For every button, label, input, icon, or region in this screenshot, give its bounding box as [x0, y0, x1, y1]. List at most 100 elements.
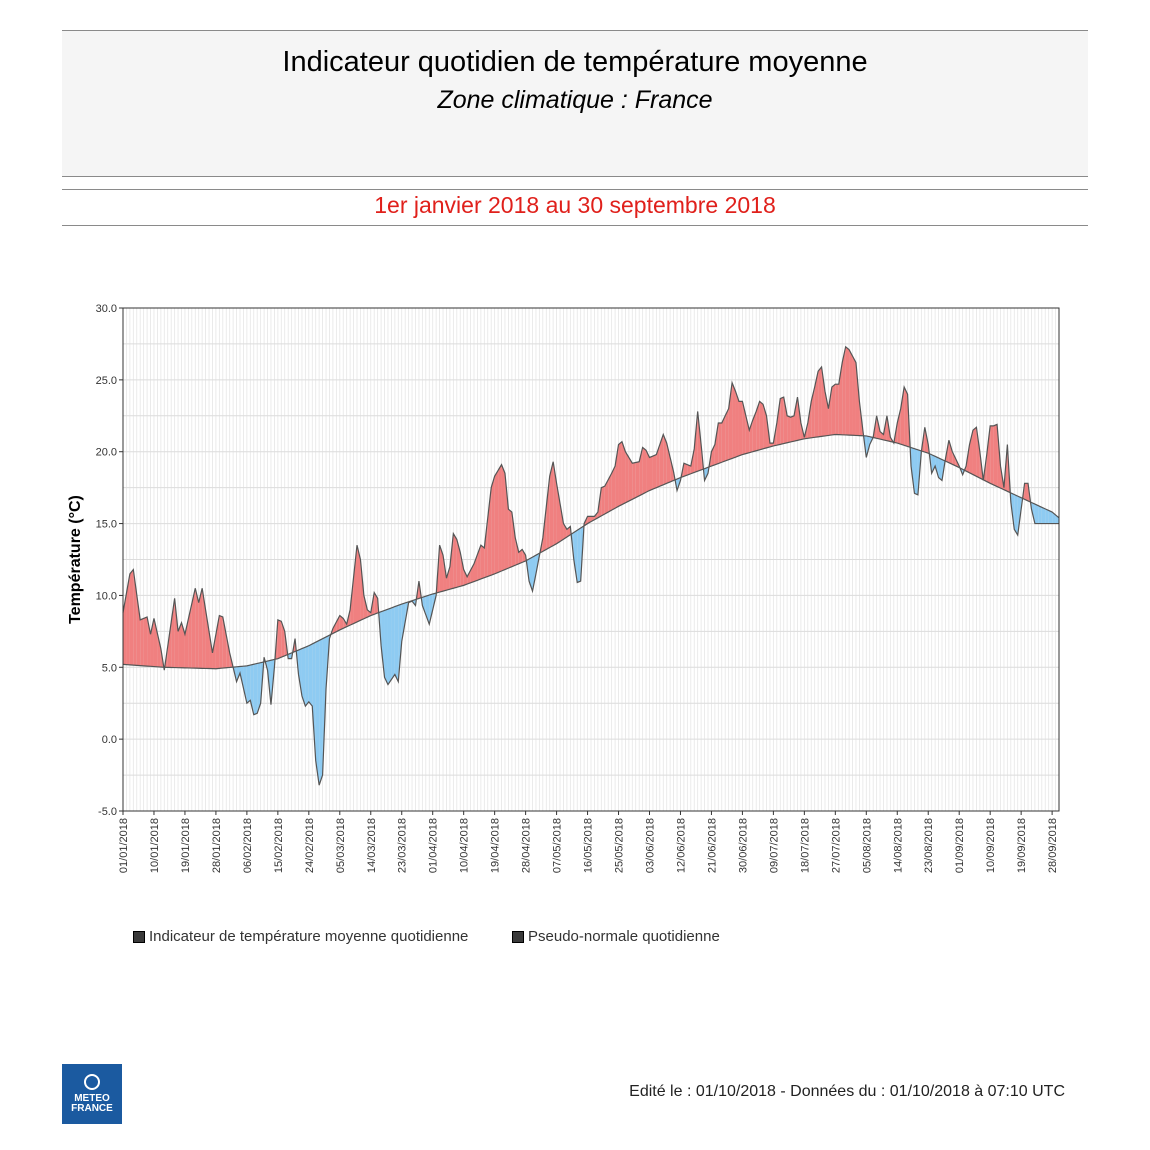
x-tick-label: 10/01/2018 — [149, 818, 161, 873]
anomaly-area — [339, 615, 344, 630]
anomaly-area — [897, 408, 901, 445]
anomaly-area — [1048, 510, 1053, 524]
anomaly-area — [711, 444, 715, 467]
anomaly-area — [387, 607, 392, 685]
anomaly-area — [560, 503, 564, 542]
anomaly-area — [277, 619, 282, 659]
anomaly-area — [738, 401, 743, 456]
x-tick-label: 21/06/2018 — [706, 818, 718, 873]
anomaly-area — [935, 456, 939, 478]
anomaly-area — [195, 588, 199, 669]
anomaly-area — [697, 411, 702, 472]
anomaly-area — [718, 422, 722, 464]
anomaly-area — [635, 461, 640, 498]
anomaly-area — [759, 401, 764, 450]
anomaly-area — [591, 516, 595, 522]
anomaly-area — [511, 512, 516, 567]
anomaly-area — [494, 470, 499, 574]
x-tick-label: 19/04/2018 — [490, 818, 502, 873]
anomaly-area — [384, 609, 388, 685]
anomaly-area — [532, 555, 536, 592]
anomaly-area — [725, 408, 729, 461]
x-tick-label: 27/07/2018 — [830, 818, 842, 873]
anomaly-area — [226, 634, 230, 668]
anomaly-area — [498, 464, 502, 573]
anomaly-area — [807, 401, 812, 439]
anomaly-area — [549, 461, 554, 548]
anomaly-area — [1034, 504, 1039, 524]
anomaly-area — [401, 602, 406, 642]
x-tick-label: 28/09/2018 — [1047, 818, 1059, 873]
anomaly-area — [948, 440, 953, 465]
anomaly-area — [1038, 505, 1042, 524]
anomaly-area — [993, 424, 998, 487]
anomaly-area — [563, 523, 567, 540]
anomaly-area — [126, 573, 130, 665]
anomaly-area — [178, 622, 182, 668]
anomaly-area — [687, 464, 691, 476]
normal-line — [122, 433, 1060, 670]
anomaly-area — [976, 427, 980, 479]
anomaly-area — [546, 476, 550, 550]
x-tick-label: 23/03/2018 — [397, 818, 409, 873]
anomaly-area — [656, 444, 660, 488]
anomaly-area — [904, 387, 908, 447]
anomaly-area — [880, 431, 884, 440]
x-tick-label: 24/02/2018 — [304, 818, 316, 873]
anomaly-area — [1024, 483, 1029, 501]
x-tick-label: 18/07/2018 — [799, 818, 811, 873]
anomaly-area — [825, 391, 829, 436]
header-box — [62, 30, 1088, 177]
anomaly-area — [855, 362, 860, 436]
meteo-france-logo: METEO FRANCE — [62, 1064, 122, 1124]
anomaly-area — [952, 451, 956, 466]
anomaly-area — [553, 461, 557, 546]
anomaly-area — [732, 382, 736, 459]
anomaly-area — [394, 605, 399, 682]
x-tick-label: 01/09/2018 — [954, 818, 966, 873]
anomaly-area — [831, 384, 836, 435]
anomaly-area — [849, 349, 853, 436]
indicator-line — [122, 345, 1059, 786]
anomaly-area — [577, 528, 581, 583]
anomaly-area — [842, 346, 846, 435]
anomaly-area — [491, 476, 495, 576]
legend-swatch — [512, 930, 524, 943]
x-tick-label: 28/01/2018 — [211, 818, 223, 873]
anomaly-area — [515, 537, 519, 566]
anomaly-area — [721, 415, 726, 463]
anomaly-area — [852, 356, 856, 436]
y-tick-label: -5.0 — [98, 806, 117, 818]
anomaly-area — [181, 622, 185, 668]
anomaly-area — [508, 509, 512, 569]
anomaly-area — [236, 666, 240, 682]
anomaly-area — [504, 473, 509, 570]
anomaly-area — [140, 618, 144, 666]
anomaly-area — [219, 615, 223, 669]
anomaly-area — [136, 594, 141, 666]
anomaly-area — [652, 454, 657, 490]
anomaly-area — [986, 425, 991, 484]
anomaly-area — [246, 665, 251, 704]
anomaly-area — [439, 545, 444, 593]
anomaly-area — [990, 425, 994, 485]
anomaly-area — [828, 387, 832, 436]
x-tick-label: 23/08/2018 — [923, 818, 935, 873]
anomaly-area — [931, 454, 936, 474]
anomaly-area — [453, 533, 457, 589]
anomaly-area — [666, 443, 671, 484]
logo-text: FRANCE — [71, 1103, 113, 1114]
anomaly-area — [209, 631, 213, 669]
divider — [62, 189, 1088, 190]
anomaly-area — [683, 463, 688, 477]
anomaly-area — [608, 473, 612, 513]
anomaly-area — [198, 588, 203, 669]
anomaly-area — [312, 642, 316, 761]
anomaly-area — [714, 422, 719, 465]
anomaly-area — [659, 434, 664, 487]
anomaly-area — [763, 404, 767, 449]
anomaly-area — [663, 434, 667, 485]
edited-note: Edité le : 01/10/2018 - Données du : 01/… — [629, 1083, 1065, 1100]
anomaly-area — [522, 549, 526, 563]
chart-title: Indicateur quotidien de température moye… — [282, 46, 868, 78]
